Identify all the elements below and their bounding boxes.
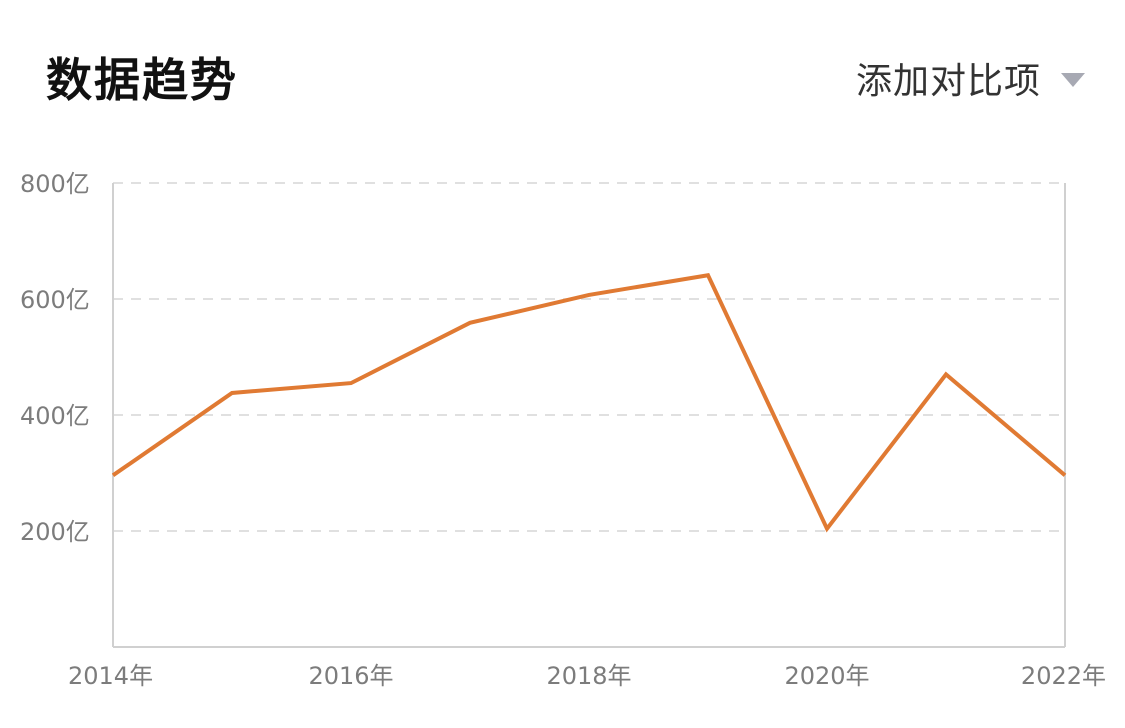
axes — [112, 183, 1066, 648]
series-line-0 — [111, 272, 1067, 533]
y-axis-ticks: 200亿 400亿 600亿 800亿 — [20, 170, 90, 546]
page-title: 数据趋势 — [46, 53, 238, 107]
y-tick-label-600: 600亿 — [20, 286, 90, 314]
x-tick-label-2022: 2022年 — [1021, 662, 1106, 690]
add-comparison-button[interactable]: 添加对比项 — [856, 52, 1085, 104]
x-tick-label-2014: 2014年 — [68, 662, 153, 690]
grid-lines — [113, 182, 1065, 532]
y-tick-label-400: 400亿 — [20, 402, 90, 430]
y-tick-label-800: 800亿 — [20, 170, 90, 198]
caret-down-icon — [1061, 73, 1085, 87]
x-axis-ticks: 2014年 2016年 2018年 2020年 2022年 — [68, 662, 1106, 690]
x-tick-label-2020: 2020年 — [784, 662, 869, 690]
series-layer — [111, 272, 1067, 533]
x-tick-label-2016: 2016年 — [308, 662, 393, 690]
y-tick-label-200: 200亿 — [20, 518, 90, 546]
x-tick-label-2018: 2018年 — [546, 662, 631, 690]
add-comparison-label: 添加对比项 — [855, 61, 1041, 102]
